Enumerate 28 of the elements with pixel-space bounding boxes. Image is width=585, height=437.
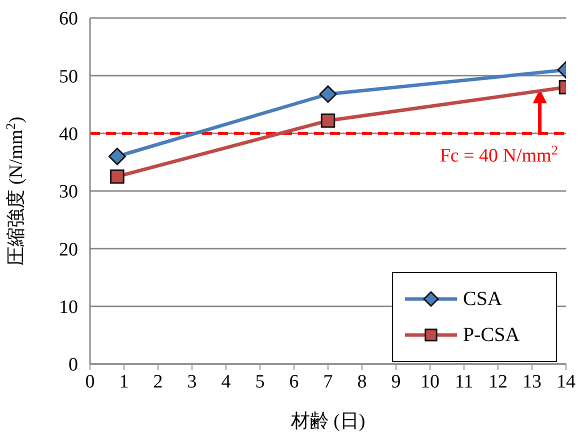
- y-tick-label: 30: [59, 182, 78, 203]
- y-tick-label: 0: [68, 354, 78, 376]
- x-tick-label: 12: [488, 371, 508, 392]
- x-tick-label: 5: [255, 371, 265, 392]
- x-tick-label: 1: [119, 371, 129, 392]
- legend-label: P-CSA: [463, 324, 520, 346]
- point: [108, 148, 126, 166]
- x-tick-label: 0: [85, 371, 95, 392]
- x-tick-label: 9: [391, 371, 401, 392]
- y-tick-label: 40: [59, 124, 78, 146]
- y-tick-label: 10: [59, 297, 78, 318]
- x-tick-label: 3: [187, 371, 197, 392]
- x-tick-label: 10: [420, 371, 440, 392]
- point: [110, 169, 124, 184]
- x-tick-label: 11: [454, 371, 474, 392]
- x-tick-label: 4: [221, 371, 232, 392]
- x-axis-title: 材齢 (日): [290, 411, 366, 432]
- y-tick-label: 60: [59, 8, 78, 30]
- x-tick-label: 2: [153, 371, 163, 392]
- x-tick-label: 13: [522, 371, 542, 392]
- x-tick-label: 7: [323, 371, 333, 392]
- y-tick-label: 50: [59, 66, 78, 88]
- x-tick-label: 14: [556, 371, 576, 392]
- x-tick-label: 8: [357, 371, 367, 392]
- ref-line-label: Fc = 40 N/mm$^{2}$: [440, 142, 558, 166]
- legend-label: CSA: [463, 288, 502, 310]
- y-tick-label: 20: [59, 239, 78, 260]
- x-tick-label: 6: [289, 371, 299, 392]
